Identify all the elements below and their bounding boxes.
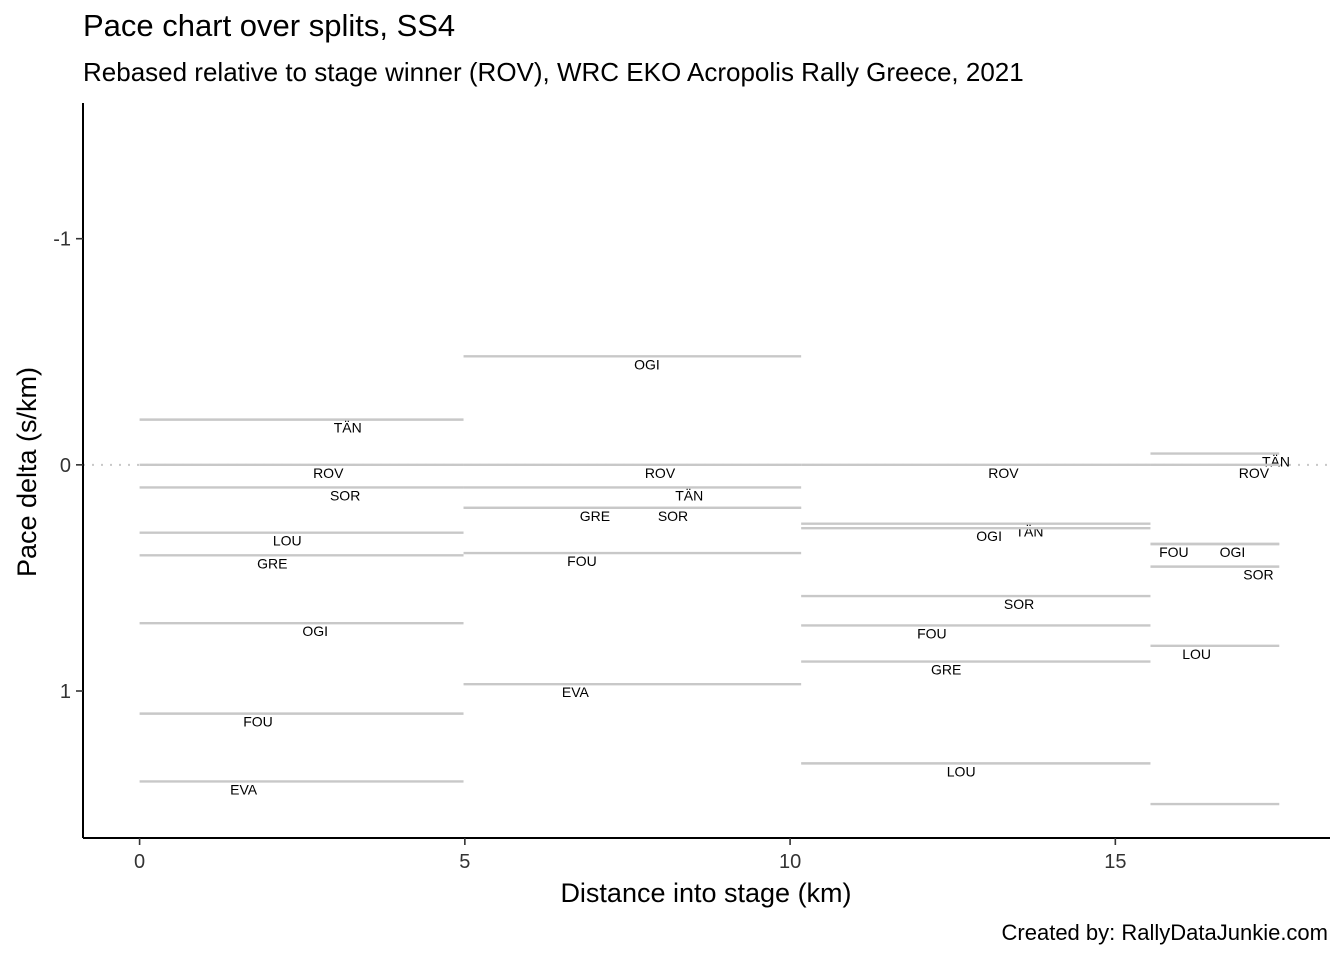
driver-label-rov-split-3: ROV: [988, 465, 1019, 481]
chart-title: Pace chart over splits, SS4: [83, 8, 456, 43]
axes: 0 5 10 15 -1 0 1: [53, 103, 1330, 873]
x-tick-label: 15: [1104, 851, 1126, 873]
driver-label-rov-split-1: ROV: [313, 465, 344, 481]
y-tick-label: -1: [53, 229, 71, 251]
driver-label-tän-split-1: TÄN: [334, 420, 362, 436]
x-tick-label: 10: [779, 851, 801, 873]
x-tick-label: 5: [459, 851, 470, 873]
driver-label-ogi-split-4: OGI: [1220, 544, 1246, 560]
driver-label-ogi-split-1: OGI: [302, 623, 328, 639]
driver-label-tän-split-2: TÄN: [675, 487, 703, 503]
y-tick-label: 1: [60, 681, 71, 703]
driver-label-rov-split-2: ROV: [645, 465, 676, 481]
x-tick-label: 0: [134, 851, 145, 873]
driver-label-eva-split-1: EVA: [230, 781, 258, 797]
x-axis-title: Distance into stage (km): [560, 878, 851, 908]
driver-label-tän-split-3: TÄN: [1015, 524, 1043, 540]
driver-label-rov-split-4: ROV: [1239, 465, 1270, 481]
y-tick-label: 0: [60, 455, 71, 477]
driver-label-ogi-split-3: OGI: [976, 528, 1002, 544]
driver-label-fou-split-4: FOU: [1159, 544, 1189, 560]
plot-area: TÄN ROV SOR LOU GRE OGI FOU EVA OGI ROV TÄN GRE SOR F…: [83, 355, 1330, 806]
driver-label-fou-split-3: FOU: [917, 625, 947, 641]
driver-label-gre-split-2: GRE: [580, 508, 610, 524]
chart-subtitle: Rebased relative to stage winner (ROV), …: [83, 57, 1024, 87]
driver-label-gre-split-1: GRE: [257, 555, 287, 571]
driver-label-sor-split-4: SOR: [1243, 567, 1273, 583]
driver-label-sor-split-2: SOR: [658, 508, 688, 524]
driver-label-lou-split-3: LOU: [947, 763, 976, 779]
driver-label-fou-split-1: FOU: [243, 714, 273, 730]
driver-label-ogi-split-2: OGI: [634, 356, 660, 372]
driver-label-lou-split-4: LOU: [1182, 646, 1211, 662]
driver-label-fou-split-2: FOU: [567, 553, 597, 569]
y-axis-title: Pace delta (s/km): [12, 367, 42, 577]
driver-label-gre-split-3: GRE: [931, 662, 961, 678]
driver-label-sor-split-3: SOR: [1004, 596, 1034, 612]
driver-label-sor-split-1: SOR: [330, 487, 360, 503]
chart-caption: Created by: RallyDataJunkie.com: [1001, 920, 1328, 945]
driver-label-lou-split-1: LOU: [273, 533, 302, 549]
driver-label-eva-split-2: EVA: [562, 684, 590, 700]
